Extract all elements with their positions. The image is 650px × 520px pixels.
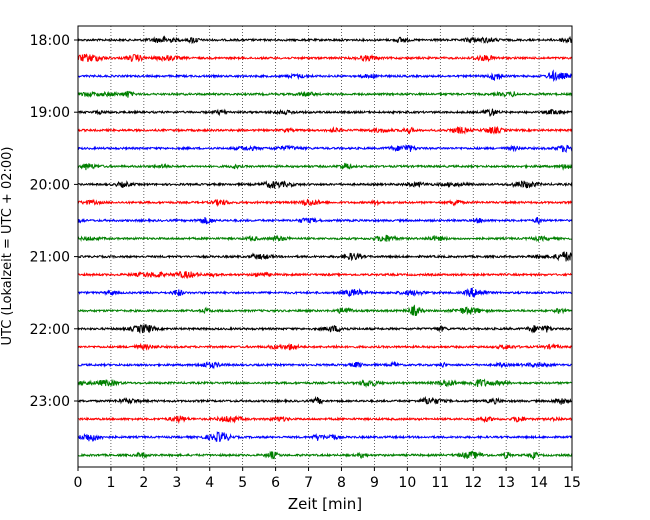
- x-tick-label: 13: [497, 475, 515, 491]
- y-tick-label: 21:00: [30, 250, 70, 266]
- trace-1915: [77, 125, 573, 135]
- plot-background: [78, 26, 572, 467]
- trace-2230: [77, 360, 573, 370]
- x-tick-label: 11: [431, 475, 449, 491]
- x-tick-label: 2: [139, 475, 148, 491]
- y-axis: 18:00 19:00 20:00 21:00 22:00 23:00: [30, 33, 78, 410]
- x-tick-label: 5: [238, 475, 247, 491]
- x-tick-label: 6: [271, 475, 280, 491]
- trace-1830: [77, 69, 573, 83]
- x-axis: 0 1 2 3 4 5 6 7 8 9 10 11 12 13 14 15: [74, 467, 581, 491]
- trace-2100: [77, 251, 573, 262]
- x-tick-label: 10: [398, 475, 416, 491]
- trace-2115: [77, 270, 573, 280]
- x-tick-label: 15: [563, 475, 581, 491]
- trace-2345: [77, 450, 573, 461]
- x-axis-label: Zeit [min]: [288, 495, 362, 513]
- trace-2315: [77, 415, 573, 425]
- x-tick-label: 14: [530, 475, 548, 491]
- trace-2330: [77, 430, 573, 442]
- trace-2015: [77, 198, 572, 207]
- trace-2200: [77, 323, 573, 335]
- trace-1815: [77, 53, 573, 63]
- x-tick-label: 4: [205, 475, 214, 491]
- x-tick-label: 8: [337, 475, 346, 491]
- trace-2045: [77, 234, 573, 243]
- x-tick-label: 3: [172, 475, 181, 491]
- trace-2000: [77, 180, 573, 190]
- trace-2300: [77, 395, 573, 405]
- trace-1800: [78, 35, 573, 45]
- trace-1945: [77, 162, 573, 171]
- y-tick-label: 20:00: [30, 177, 70, 193]
- y-axis-label: UTC (Lokalzeit = UTC + 02:00): [0, 147, 15, 346]
- plot-frame: [77, 25, 573, 468]
- y-tick-label: 18:00: [30, 33, 70, 49]
- trace-2215: [77, 342, 573, 351]
- trace-2030: [77, 216, 573, 225]
- y-tick-label: 22:00: [30, 322, 70, 338]
- x-tick-label: 7: [304, 475, 313, 491]
- trace-1845: [77, 90, 573, 98]
- trace-1900: [77, 108, 573, 117]
- x-tick-label: 9: [370, 475, 379, 491]
- traces: [77, 35, 573, 461]
- trace-1930: [77, 144, 573, 154]
- y-tick-label: 19:00: [30, 105, 70, 121]
- x-tick-label: 12: [464, 475, 482, 491]
- trace-2145: [77, 304, 573, 316]
- trace-2245: [77, 378, 573, 389]
- x-tick-label: 0: [74, 475, 83, 491]
- x-tick-label: 1: [106, 475, 115, 491]
- y-tick-label: 23:00: [30, 394, 70, 410]
- trace-2130: [77, 287, 573, 298]
